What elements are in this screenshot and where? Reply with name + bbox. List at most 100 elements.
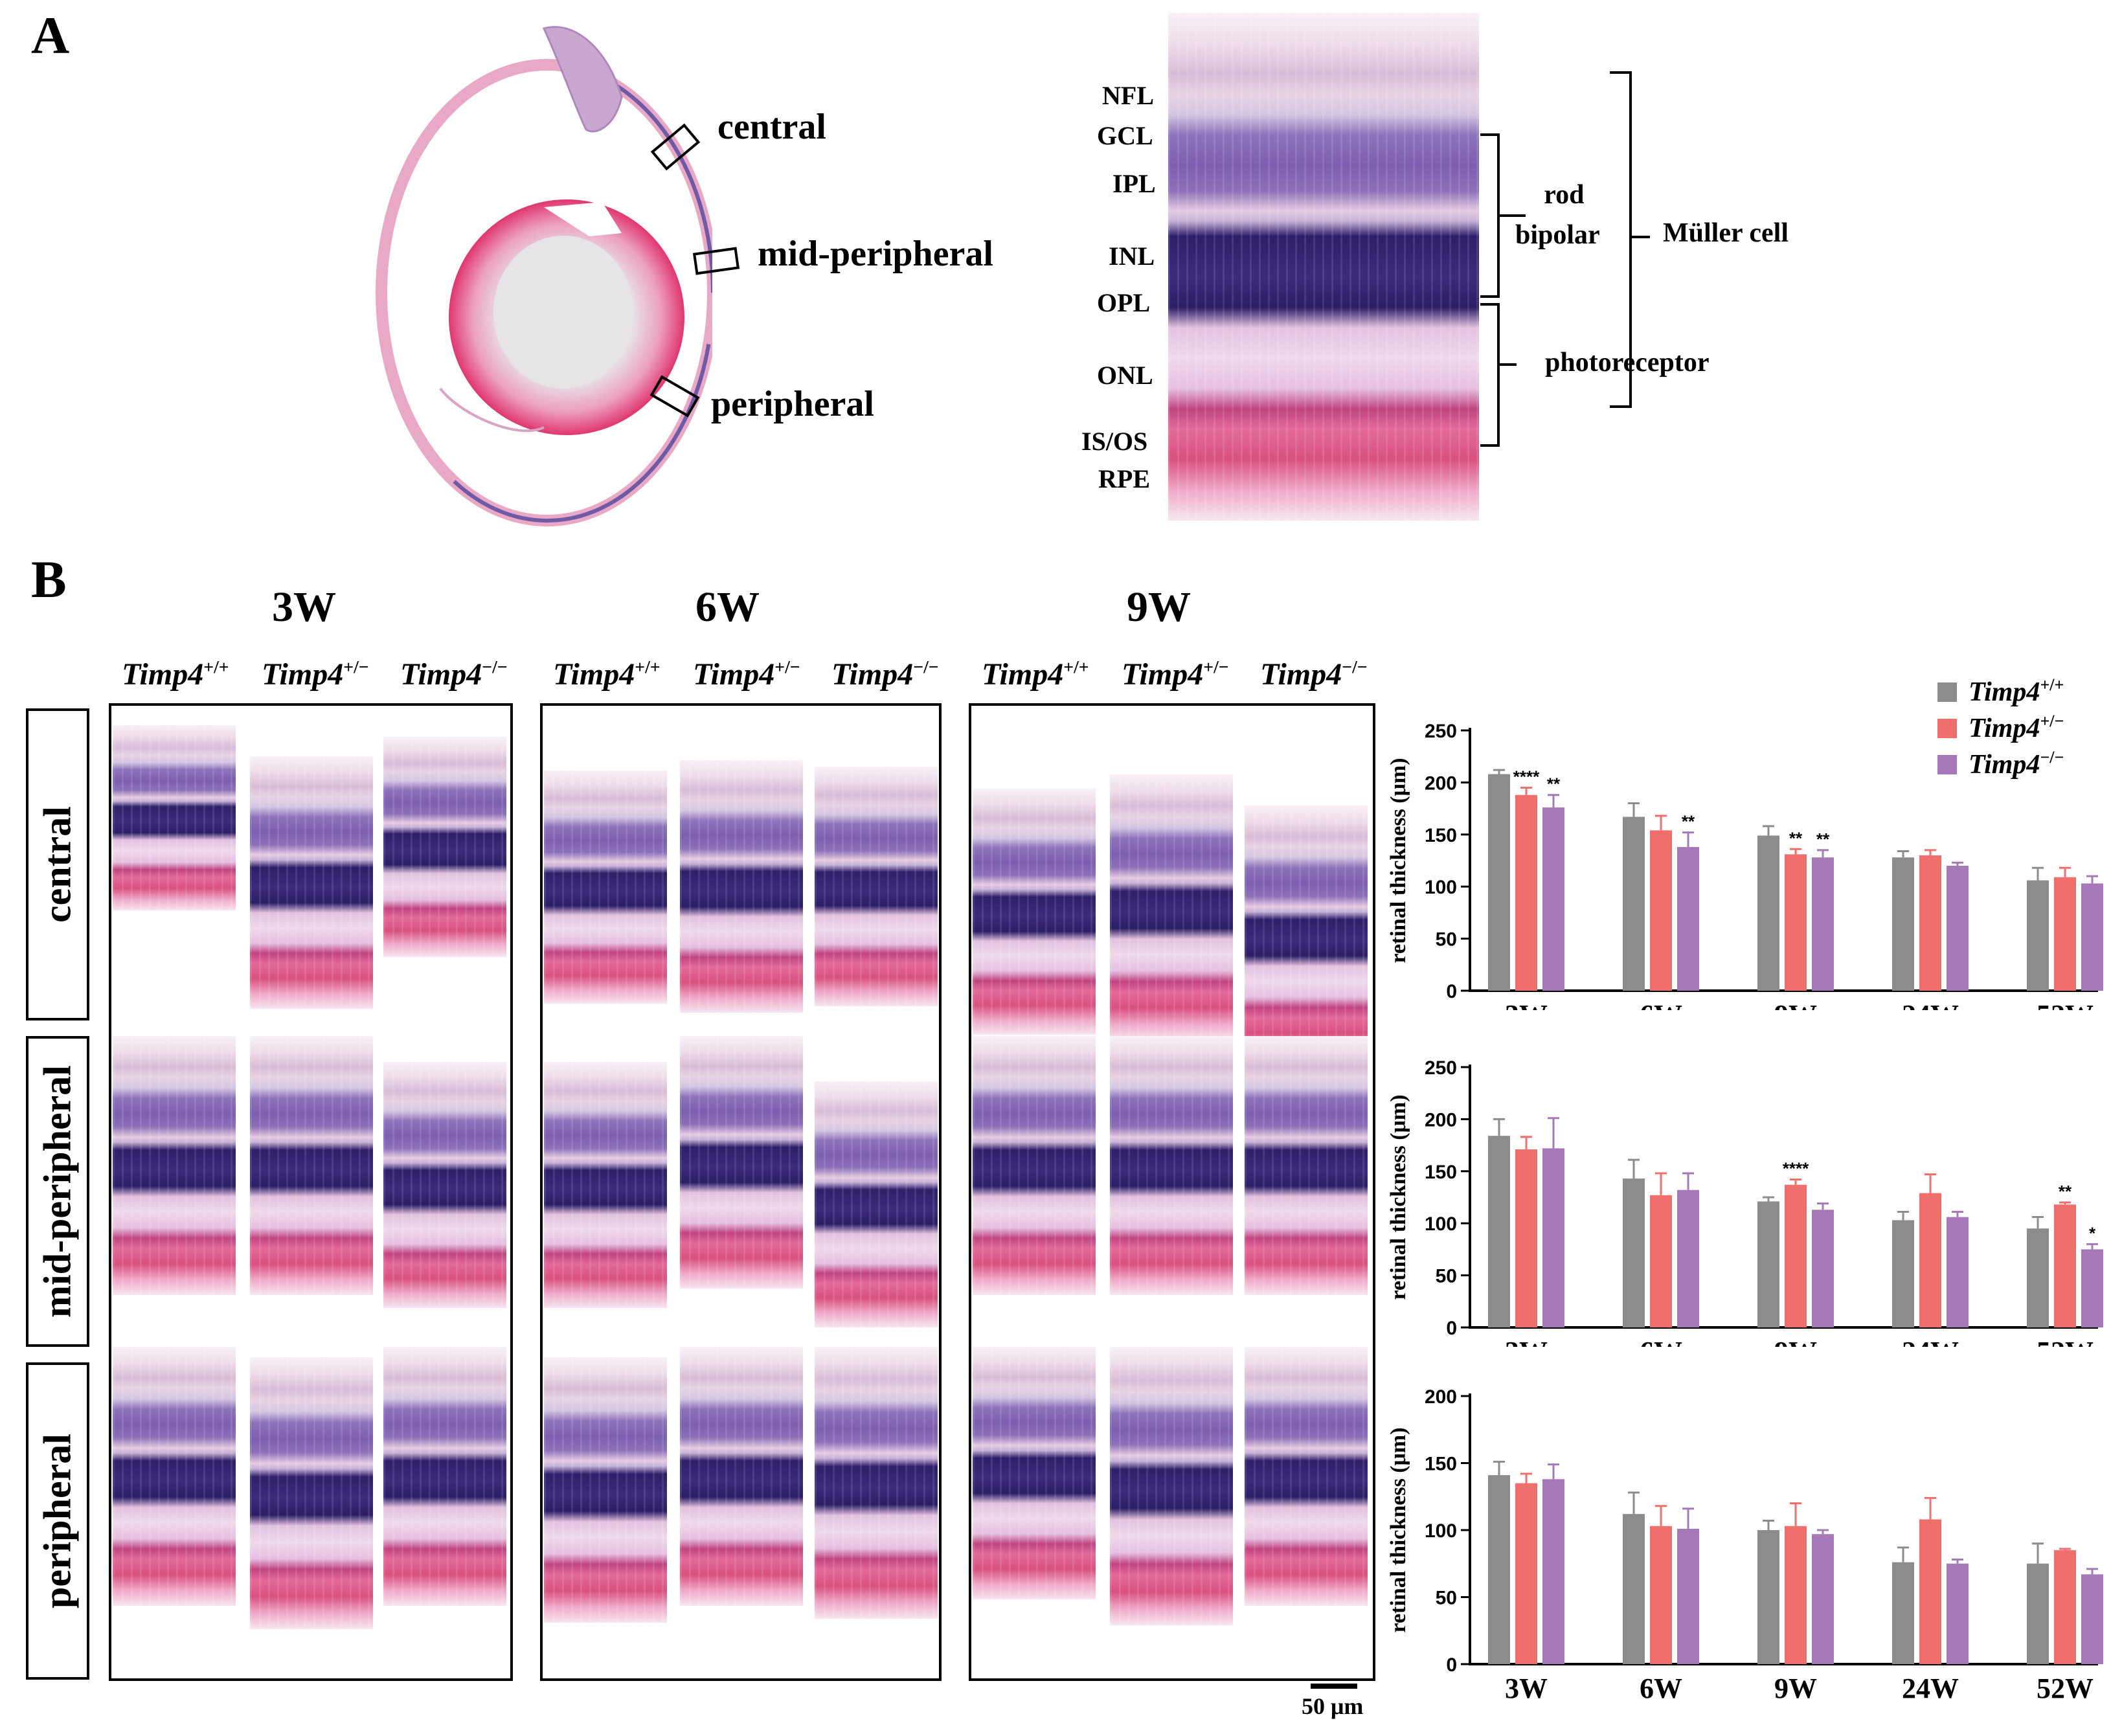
chart-0-bar-6W-s2 — [1677, 847, 1699, 991]
chart-1-bar-24W-s1 — [1919, 1193, 1941, 1327]
histology-strip-r2-c7 — [1110, 1347, 1233, 1625]
histology-strip-r0-c0 — [113, 725, 236, 910]
chart-2-bar-3W-s2 — [1542, 1479, 1564, 1664]
chart-2-bar-6W-s0 — [1623, 1514, 1645, 1664]
chart-1-bar-24W-s2 — [1947, 1217, 1969, 1327]
chart-central: retinal thickness (μm)050100150200250***… — [1386, 675, 2103, 1010]
chart-2-bar-9W-s2 — [1812, 1534, 1834, 1664]
histology-strip-r1-c0 — [113, 1036, 236, 1295]
chart-1-bar-3W-s2 — [1542, 1148, 1564, 1327]
panel-a-letter: A — [31, 6, 70, 65]
chart-0-ytick-label-0: 0 — [1446, 981, 1457, 1002]
histology-strip-r0-c1 — [250, 756, 373, 1009]
histology-strip-r1-c5 — [815, 1081, 938, 1327]
photoreceptor-label: photoreceptor — [1545, 348, 1710, 378]
chart-1-ytick-label-100: 100 — [1425, 1213, 1457, 1235]
chart-0-legend-label-1: Timp4+/− — [1969, 712, 2064, 743]
chart-1-bar-52W-s0 — [2027, 1228, 2049, 1327]
histology-strip-r1-c6 — [973, 1036, 1096, 1295]
chart-0-legend-swatch-2 — [1937, 755, 1957, 774]
chart-2-xtick-9W: 9W — [1774, 1673, 1817, 1704]
chart-0-bar-6W-s1 — [1650, 830, 1672, 991]
layer-opl: OPL — [1097, 288, 1151, 317]
chart-1-bar-9W-s0 — [1757, 1201, 1779, 1327]
chart-1-ytick-label-50: 50 — [1436, 1266, 1457, 1287]
chart-2-ytick-label-100: 100 — [1425, 1520, 1457, 1542]
scale-bar-label: 50 μm — [1302, 1693, 1364, 1719]
chart-0-bar-3W-s1 — [1515, 795, 1537, 991]
chart-1-bar-3W-s1 — [1515, 1149, 1537, 1327]
histology-strip-r2-c8 — [1245, 1347, 1368, 1606]
chart-peripheral: retinal thickness (μm) 0 50 100 150 200 3W 6W 9W… — [1386, 1386, 2103, 1704]
histology-strip-r1-c8 — [1245, 1036, 1368, 1295]
chart-1-bar-52W-s2 — [2081, 1249, 2103, 1327]
chart-2-xtick-24W: 24W — [1902, 1673, 1959, 1704]
chart-2-bar-52W-s1 — [2054, 1550, 2076, 1664]
row-label-peripheral: peripheral — [26, 1362, 89, 1680]
histology-strip-r0-c7 — [1110, 774, 1233, 1040]
genotype-header-6w-1: Timp4+/− — [693, 657, 800, 692]
central-label: central — [717, 107, 826, 147]
timepoint-6w: 6W — [695, 583, 760, 631]
chart-1-bar-9W-s1 — [1785, 1184, 1807, 1327]
genotype-header-9w-1: Timp4+/− — [1122, 657, 1229, 692]
chart-1-bar-52W-s1 — [2054, 1204, 2076, 1327]
scale-bar — [1311, 1684, 1357, 1689]
chart-0-xtick-24W: 24W — [1902, 999, 1959, 1010]
chart-1-sig-9W-s1: **** — [1783, 1159, 1809, 1178]
genotype-header-3w-0: Timp4+/+ — [122, 657, 229, 692]
chart-1-bar-9W-s2 — [1812, 1210, 1834, 1327]
chart-1-ytick-label-150: 150 — [1425, 1162, 1457, 1183]
chart-1-ytick-label-0: 0 — [1446, 1318, 1457, 1339]
chart-1-bar-6W-s0 — [1623, 1178, 1645, 1327]
layer-rpe: RPE — [1098, 464, 1150, 493]
muller-label: Müller cell — [1663, 218, 1789, 248]
timepoint-9w: 9W — [1127, 583, 1191, 631]
photoreceptor-bracket — [1480, 303, 1500, 447]
chart-0-sig-6W-s2: ** — [1682, 812, 1695, 831]
rod-bipolar-tick — [1500, 214, 1526, 217]
histology-strip-r2-c1 — [250, 1357, 373, 1629]
chart-0-bar-9W-s1 — [1785, 854, 1807, 991]
histology-strip-r0-c8 — [1245, 806, 1368, 1065]
panel-b-letter: B — [31, 550, 67, 609]
peripheral-label: peripheral — [711, 384, 874, 424]
histology-strip-r0-c3 — [544, 771, 667, 1004]
rod-bipolar-label: rod bipolar — [1515, 180, 1600, 250]
chart-1-xtick-3W: 3W — [1505, 1336, 1548, 1347]
genotype-header-9w-2: Timp4−/− — [1260, 657, 1368, 692]
chart-0-ylabel: retinal thickness (μm) — [1386, 758, 1410, 963]
chart-2-bar-24W-s2 — [1947, 1563, 1969, 1664]
histology-strip-r2-c6 — [973, 1347, 1096, 1599]
chart-0-bar-24W-s0 — [1892, 857, 1914, 991]
retina-layer-image — [1168, 13, 1479, 521]
mid-peripheral-label: mid-peripheral — [758, 234, 993, 274]
chart-0-sig-3W-s1: **** — [1513, 767, 1540, 786]
chart-mid-peripheral: retinal thickness (μm) 0 50 100 150 200 250 3W 6… — [1386, 1057, 2103, 1347]
chart-2-xtick-52W: 52W — [2037, 1673, 2094, 1704]
histology-strip-r1-c2 — [383, 1062, 506, 1308]
histology-strip-r0-c2 — [383, 737, 506, 957]
histology-strip-r1-c1 — [250, 1036, 373, 1295]
chart-1-bar-24W-s0 — [1892, 1220, 1914, 1327]
chart-1-bar-6W-s2 — [1677, 1189, 1699, 1327]
histology-strip-r2-c3 — [544, 1357, 667, 1623]
muller-bracket — [1610, 71, 1632, 408]
chart-0-legend-swatch-1 — [1937, 719, 1957, 738]
chart-0-xtick-6W: 6W — [1640, 999, 1682, 1010]
chart-0-ytick-label-250: 250 — [1425, 721, 1457, 742]
histology-strip-r2-c5 — [815, 1347, 938, 1619]
chart-0-sig-9W-s1: ** — [1789, 828, 1803, 848]
chart-1-xtick-24W: 24W — [1902, 1336, 1959, 1347]
chart-0-bar-52W-s0 — [2027, 880, 2049, 991]
chart-0-ytick-label-50: 50 — [1436, 929, 1457, 951]
chart-0-bar-24W-s2 — [1947, 866, 1969, 991]
chart-0-bar-6W-s0 — [1623, 817, 1645, 991]
chart-2-xtick-3W: 3W — [1505, 1673, 1548, 1704]
chart-2-xtick-6W: 6W — [1640, 1673, 1682, 1704]
frame-3w — [109, 703, 513, 1681]
chart-0-bar-52W-s1 — [2054, 877, 2076, 991]
chart-2-bar-24W-s0 — [1892, 1562, 1914, 1664]
chart-2-bar-52W-s0 — [2027, 1563, 2049, 1664]
chart-1-bar-3W-s0 — [1488, 1136, 1510, 1327]
